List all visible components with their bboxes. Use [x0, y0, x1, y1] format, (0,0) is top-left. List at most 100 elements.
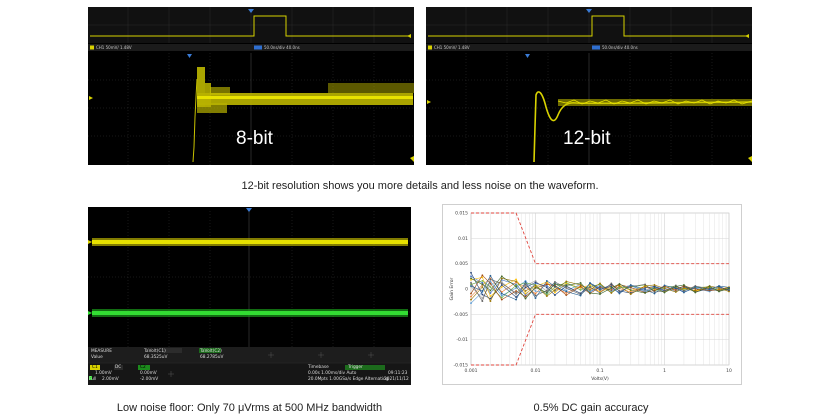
series-11-point: [500, 292, 503, 295]
series-5-point: [589, 290, 591, 293]
series-1-point: [524, 294, 527, 296]
series-11-point: [674, 287, 677, 289]
series-10-point: [565, 280, 568, 283]
series-3-point: [500, 281, 503, 283]
series-1-point: [481, 282, 484, 284]
series-12-point: [610, 287, 613, 289]
series-1-point: [545, 285, 548, 287]
series-11-point: [610, 285, 613, 288]
gain-error-chart-frame: 0.015 0.01 0.005 0 -0.005 -0.01 -0.015 0.001 0.0…: [442, 204, 742, 385]
trigger-marker-icon: [586, 9, 592, 13]
series-9-point: [618, 290, 621, 293]
series-9-point: [653, 291, 656, 293]
channel-c1-name[interactable]: C1: [92, 365, 98, 370]
series-10-point: [500, 277, 503, 280]
series-11-point: [653, 292, 656, 295]
series-9-point: [470, 282, 472, 284]
series-1-point: [470, 275, 472, 278]
series-8-point: [579, 285, 582, 288]
series-11-point: [708, 288, 711, 291]
series-9-point: [629, 285, 632, 288]
series-10-point: [610, 292, 613, 294]
series-11-point: [579, 294, 582, 297]
y-tick-label: -0.01: [456, 337, 468, 343]
series-10-point: [674, 291, 677, 293]
series-2-point: [534, 292, 537, 295]
series-10-point: [545, 295, 548, 297]
series-10-point: [718, 287, 720, 289]
series-11-point: [694, 286, 697, 288]
y-axis-label: Gain Error: [449, 277, 455, 300]
series-7-point: [489, 297, 492, 300]
series-11-point: [663, 284, 666, 287]
series-10-point: [663, 287, 666, 290]
caption-bottom-left: Low noise floor: Only 70 μVrms at 500 MH…: [116, 402, 383, 414]
series-8-point: [524, 295, 527, 298]
series-12-point: [515, 285, 517, 288]
x-tick-label: 0.001: [465, 368, 478, 374]
series-12-point: [663, 291, 666, 294]
series-12-point: [674, 285, 677, 288]
series-11-point: [515, 298, 517, 301]
ch1-scale-readout: CH1 50mV/ 1.48V: [434, 45, 470, 50]
series-12-point: [565, 284, 568, 287]
series-10-point: [644, 285, 646, 287]
series-12-point: [683, 284, 685, 286]
series-8-point: [653, 289, 656, 292]
series-8-point: [489, 282, 492, 285]
ch1-scale-readout: CH1 50mV/ 1.48V: [96, 45, 132, 50]
series-8-point: [599, 286, 601, 288]
series-8-point: [481, 274, 484, 277]
timebase-readout: 50.0ns/div 40.0ns: [264, 45, 300, 50]
timebase-line-1: 0.00s 1.00ms/div Auto: [308, 371, 357, 376]
series-12-point: [708, 285, 711, 288]
clock-date: 2021/11/12: [384, 377, 409, 382]
series-10-point: [515, 280, 517, 283]
series-12-point: [728, 287, 730, 290]
series-11-point: [683, 291, 685, 294]
series-10-point: [579, 284, 582, 286]
series-4-point: [589, 284, 591, 286]
timebase-readout: 50.0ns/div 40.0ns: [602, 45, 638, 50]
limit-line-upper: [471, 212, 729, 265]
timebase-title[interactable]: Timebase: [308, 365, 329, 370]
limit-line-lower: [471, 313, 729, 366]
y-tick-label: 0.015: [455, 211, 468, 217]
series-7-point: [481, 293, 484, 296]
series-11-point: [565, 290, 568, 293]
series-10-point: [481, 286, 484, 288]
series-11-point: [644, 288, 646, 291]
series-9-point: [545, 289, 548, 292]
scope-panel-noise: MEASURE TaVolt(C1) TaVolt(C2) Value 68.3…: [88, 207, 411, 385]
trigger-title[interactable]: Trigger: [348, 365, 363, 370]
series-12-point: [524, 297, 527, 300]
caption-bottom-right: 0.5% DC gain accuracy: [533, 402, 649, 414]
series-12-point: [500, 275, 503, 278]
series-12-point: [644, 292, 646, 294]
series-10-point: [629, 293, 632, 295]
series-2-point: [470, 295, 472, 298]
series-7-point: [515, 296, 517, 299]
waveform-noise: [88, 208, 411, 385]
resolution-label-8bit: 8-bit: [236, 128, 273, 149]
y-tick-label: 0: [465, 287, 468, 293]
scope-panel-12bit: CH1 50mV/ 1.48V 50.0ns/div 40.0ns 12-bit: [426, 7, 752, 165]
series-3-point: [534, 279, 537, 282]
channel-c2-coupling: Full: [89, 377, 97, 382]
scope-panel-8bit: CH1 50mV/ 1.48V 50.0ns/div 40.0ns 8-bit: [88, 7, 414, 165]
channel-c2-name[interactable]: C2: [140, 365, 146, 370]
series-11-point: [718, 285, 720, 287]
trigger-marker-icon: [246, 208, 252, 212]
series-12-point: [534, 286, 537, 289]
series-10-point: [489, 300, 492, 303]
series-7-point: [599, 289, 601, 291]
series-10-point: [470, 298, 472, 301]
series-8-point: [565, 294, 568, 296]
series-12-point: [599, 293, 601, 295]
series-4-point: [554, 291, 556, 294]
series-12-point: [629, 289, 632, 291]
series-10-point: [554, 289, 556, 291]
measure-value-1: 68.3525uV: [144, 355, 168, 360]
series-9-point: [663, 290, 666, 292]
series-12-point: [489, 289, 492, 292]
